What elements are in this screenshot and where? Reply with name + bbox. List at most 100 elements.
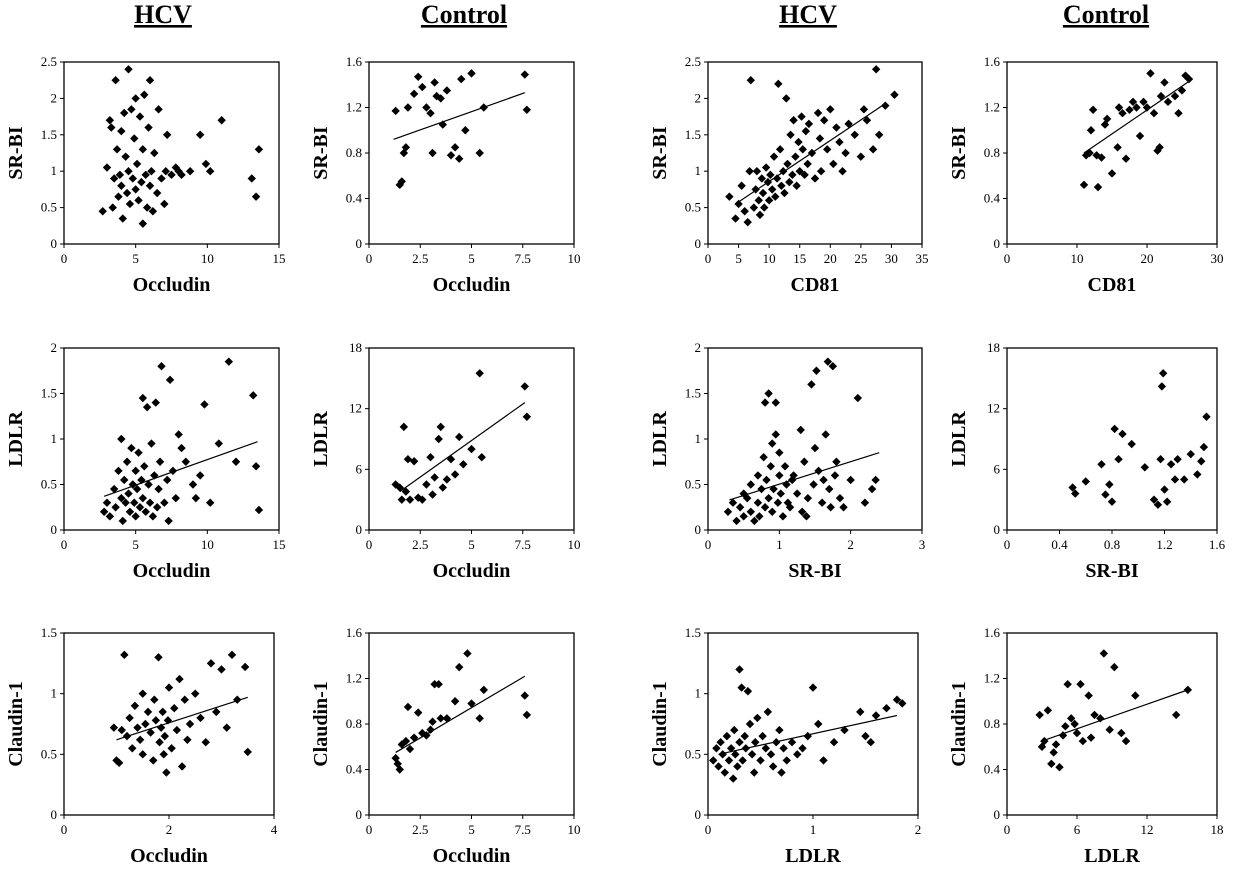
data-point: [892, 695, 902, 704]
data-point: [120, 650, 129, 660]
data-point: [167, 170, 176, 180]
data-point: [871, 711, 881, 720]
data-point: [141, 170, 150, 180]
y-axis-label: SR-BI: [948, 126, 970, 180]
data-point: [740, 207, 749, 216]
data-point: [214, 439, 223, 448]
data-point: [436, 422, 445, 432]
data-point: [798, 145, 807, 154]
data-point: [475, 369, 484, 378]
data-point: [247, 174, 256, 183]
data-point: [170, 704, 179, 713]
data-point: [816, 167, 826, 176]
data-point: [196, 713, 205, 723]
y-tick-label: 0.5: [41, 477, 57, 492]
data-point: [1170, 91, 1180, 101]
x-tick-label: 0: [366, 537, 373, 552]
data-point: [815, 134, 825, 143]
data-point: [159, 750, 168, 759]
trend-line: [735, 105, 883, 205]
trend-line: [399, 402, 526, 493]
data-point: [1086, 126, 1096, 135]
column-header-hcv-1: HCV: [134, 0, 192, 29]
data-point: [430, 473, 439, 482]
data-point: [1199, 442, 1209, 452]
data-point: [750, 516, 759, 526]
data-point: [1088, 105, 1098, 114]
data-point: [98, 207, 107, 216]
data-point: [111, 503, 120, 512]
data-point: [1184, 74, 1194, 84]
data-point: [131, 466, 140, 476]
data-point: [771, 430, 780, 439]
y-tick-label: 0.4: [346, 762, 363, 777]
plot-area-1: [63, 61, 280, 245]
x-tick-label: 15: [273, 537, 286, 552]
data-point: [1149, 108, 1159, 118]
y-tick-label: 2.5: [685, 54, 701, 69]
data-point: [467, 699, 476, 708]
data-point: [856, 707, 865, 717]
data-point: [180, 695, 189, 704]
data-point: [428, 490, 437, 499]
data-point: [520, 382, 529, 391]
data-point: [114, 192, 123, 201]
data-point: [155, 738, 164, 747]
y-tick-label: 2: [695, 90, 702, 105]
data-point: [467, 444, 476, 454]
data-point: [1160, 485, 1169, 494]
y-axis-label: Claudin-1: [948, 681, 970, 767]
x-axis-label: Occludin: [133, 274, 211, 296]
data-point: [1171, 710, 1181, 720]
data-point: [1043, 706, 1053, 715]
data-point: [1071, 489, 1080, 498]
y-tick-label: 1.6: [984, 625, 1001, 640]
data-point: [1110, 424, 1119, 434]
data-point: [1105, 480, 1114, 489]
data-point: [467, 69, 476, 78]
data-point: [1202, 412, 1211, 421]
data-point: [177, 762, 187, 771]
data-point: [148, 207, 158, 216]
data-point: [890, 90, 899, 99]
data-point: [1160, 78, 1169, 87]
data-point: [750, 768, 759, 777]
x-tick-label: 0: [61, 251, 68, 266]
data-point: [819, 756, 828, 765]
x-tick-label: 2.5: [412, 537, 428, 552]
data-point: [1049, 748, 1058, 757]
data-point: [1186, 449, 1195, 459]
data-point: [134, 196, 143, 205]
data-point: [124, 489, 133, 498]
data-point: [206, 167, 215, 176]
data-point: [436, 714, 445, 723]
data-point: [141, 507, 150, 516]
data-point: [1142, 103, 1152, 112]
data-point: [434, 679, 443, 689]
x-tick-label: 5: [468, 822, 475, 837]
data-point: [1155, 143, 1164, 152]
data-point: [758, 731, 767, 741]
data-point: [164, 683, 174, 692]
data-point: [455, 154, 464, 163]
data-point: [743, 687, 753, 696]
data-point: [167, 744, 176, 753]
data-point: [177, 170, 186, 180]
data-point: [871, 65, 881, 74]
data-point: [450, 697, 460, 706]
y-tick-label: 0.8: [346, 145, 362, 160]
y-axis-label: LDLR: [5, 411, 27, 467]
data-point: [133, 723, 142, 732]
data-point: [135, 503, 145, 512]
data-point: [127, 105, 136, 114]
data-point: [145, 498, 155, 507]
data-point: [475, 148, 484, 158]
data-point: [754, 196, 763, 205]
data-point: [132, 159, 142, 169]
data-point: [117, 493, 126, 503]
x-tick-label: 25: [854, 251, 867, 266]
data-point: [115, 170, 125, 180]
data-point: [130, 498, 139, 507]
data-point: [1127, 439, 1136, 449]
